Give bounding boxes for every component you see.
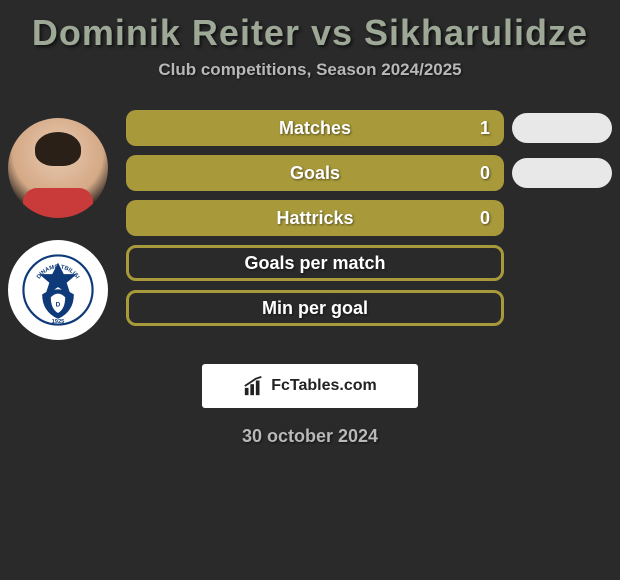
stat-value: 0	[480, 163, 490, 184]
stat-label: Hattricks	[276, 208, 353, 229]
comparison-area: D DINAMO TBILISI 1925 Matches1Goals0Hatt…	[0, 110, 620, 340]
subtitle: Club competitions, Season 2024/2025	[0, 60, 620, 110]
stat-bar-left: Hattricks 0	[126, 200, 504, 236]
player-avatar	[8, 118, 108, 218]
page-title: Dominik Reiter vs Sikharulidze	[0, 0, 620, 60]
stat-value: 0	[480, 208, 490, 229]
club-year-text: 1925	[52, 319, 66, 325]
avatar-column: D DINAMO TBILISI 1925	[8, 110, 108, 340]
date-text: 30 october 2024	[0, 426, 620, 447]
stat-row: Hattricks 0	[126, 200, 612, 236]
club-avatar: D DINAMO TBILISI 1925	[8, 240, 108, 340]
stat-label: Goals	[290, 163, 340, 184]
stat-row: Matches 1	[126, 110, 612, 146]
stat-label: Goals per match	[244, 253, 385, 274]
stat-row: Goals per match	[126, 245, 612, 281]
stat-row: Min per goal	[126, 290, 612, 326]
stat-pill-right	[512, 158, 612, 188]
club-badge-icon: D DINAMO TBILISI 1925	[22, 254, 94, 326]
stat-bar-left: Goals per match	[126, 245, 504, 281]
club-badge-letter: D	[56, 302, 61, 309]
stats-column: Matches 1 Goals 0 Hattricks 0 Goals per match M…	[126, 110, 612, 340]
stat-bar-left: Goals 0	[126, 155, 504, 191]
brand-text: FcTables.com	[271, 377, 377, 395]
stat-bar-left: Min per goal	[126, 290, 504, 326]
stat-row: Goals 0	[126, 155, 612, 191]
stat-pill-right	[512, 113, 612, 143]
stat-value: 1	[480, 118, 490, 139]
brand-badge[interactable]: FcTables.com	[202, 364, 418, 408]
chart-icon	[243, 375, 265, 397]
stat-label: Matches	[279, 118, 351, 139]
stat-bar-left: Matches 1	[126, 110, 504, 146]
stat-label: Min per goal	[262, 298, 368, 319]
